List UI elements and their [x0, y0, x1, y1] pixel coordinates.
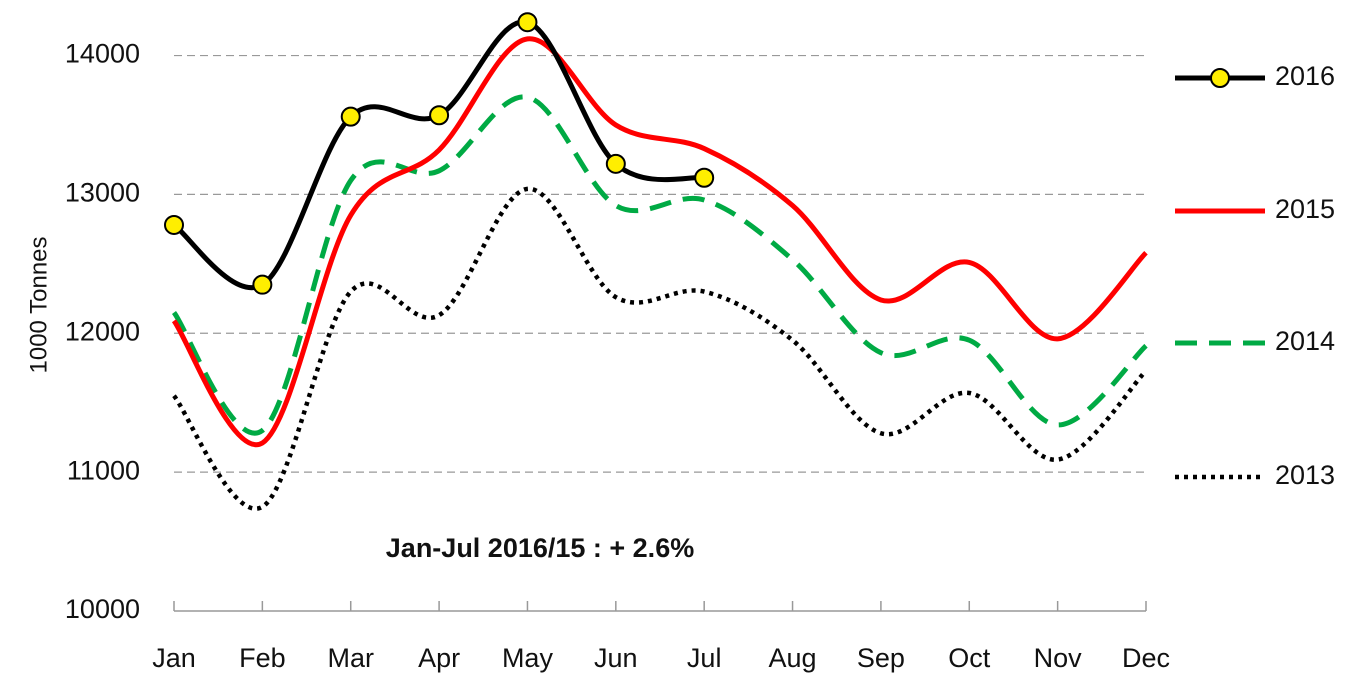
- legend-label: 2015: [1275, 194, 1335, 224]
- x-tick-label: Jul: [687, 643, 722, 673]
- legend-label: 2013: [1275, 460, 1335, 490]
- x-tick-label: Jan: [152, 643, 196, 673]
- annotation: Jan-Jul 2016/15 : + 2.6%: [386, 533, 694, 563]
- x-tick-label: Oct: [948, 643, 991, 673]
- y-tick-label: 12000: [65, 316, 140, 346]
- x-tick-label: Mar: [327, 643, 374, 673]
- y-tick-label: 10000: [65, 594, 140, 624]
- x-tick-label: Feb: [239, 643, 286, 673]
- x-tick-label: Nov: [1034, 643, 1083, 673]
- y-tick-label: 11000: [67, 455, 140, 485]
- y-axis-title: 1000 Tonnes: [25, 236, 52, 373]
- series-line: [171, 36, 1148, 448]
- series-marker: [694, 167, 715, 188]
- legend-label: 2014: [1275, 326, 1335, 356]
- series-line: [171, 94, 1148, 436]
- series-marker: [252, 274, 273, 295]
- x-tick-label: Dec: [1122, 643, 1170, 673]
- series-line: [172, 186, 1148, 511]
- series-line: [172, 19, 705, 290]
- legend-label: 2016: [1275, 61, 1335, 91]
- series-marker: [164, 214, 184, 235]
- x-tick-label: Apr: [418, 643, 460, 673]
- series-marker: [605, 153, 626, 174]
- x-tick-label: Aug: [769, 643, 817, 673]
- series-marker: [340, 106, 361, 127]
- series-marker: [517, 12, 538, 33]
- x-tick-label: May: [502, 643, 554, 673]
- y-tick-label: 13000: [65, 178, 140, 208]
- y-tick-label: 14000: [65, 39, 140, 69]
- series-marker: [429, 105, 450, 126]
- x-tick-label: Jun: [594, 643, 638, 673]
- legend-marker: [1210, 68, 1230, 88]
- x-tick-label: Sep: [857, 643, 905, 673]
